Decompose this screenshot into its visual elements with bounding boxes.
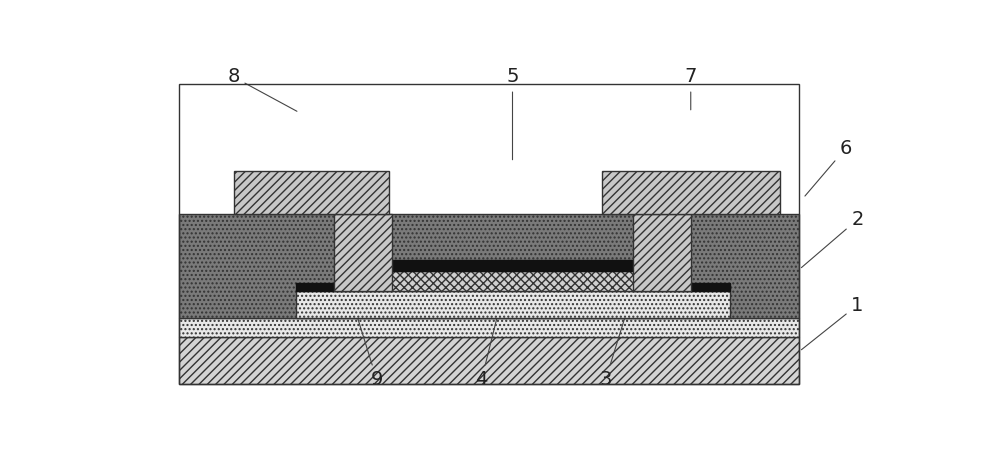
Bar xyxy=(602,171,780,214)
Bar xyxy=(179,84,799,383)
Text: 4: 4 xyxy=(475,258,512,389)
Bar xyxy=(179,337,799,383)
Text: 7: 7 xyxy=(685,68,697,110)
Bar xyxy=(179,214,799,318)
Bar xyxy=(633,214,691,291)
Text: 2: 2 xyxy=(801,210,864,268)
Text: 1: 1 xyxy=(801,295,864,350)
Bar xyxy=(652,283,730,291)
Bar xyxy=(392,260,633,271)
Text: 9: 9 xyxy=(339,258,383,389)
Bar xyxy=(234,171,388,214)
Bar xyxy=(334,214,392,291)
Text: 8: 8 xyxy=(227,68,297,111)
Bar xyxy=(179,318,799,337)
Bar xyxy=(296,291,730,318)
Bar xyxy=(296,283,373,291)
Text: 6: 6 xyxy=(805,139,852,196)
Text: 3: 3 xyxy=(599,283,636,389)
Text: 5: 5 xyxy=(506,68,519,160)
Bar xyxy=(373,271,652,291)
